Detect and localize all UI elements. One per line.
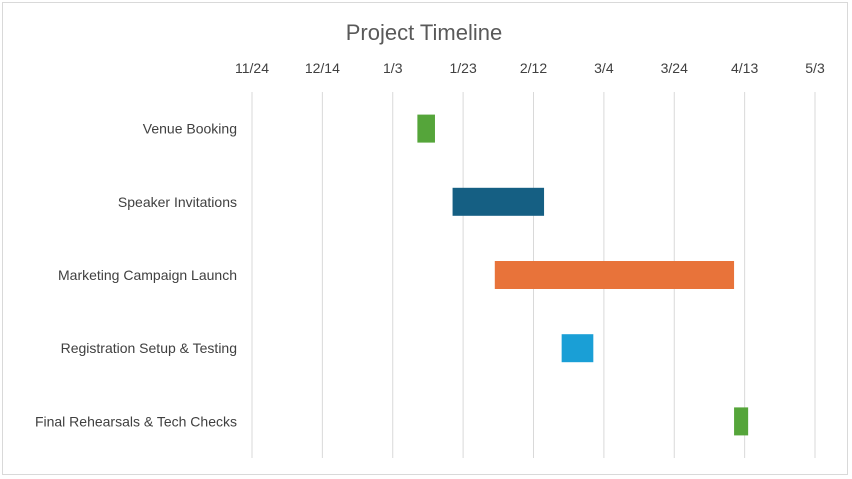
- chart-title: Project Timeline: [346, 20, 503, 45]
- x-tick-label: 4/13: [731, 60, 758, 76]
- task-bar: [417, 114, 435, 143]
- task-label: Registration Setup & Testing: [61, 340, 237, 356]
- task-bar: [734, 407, 749, 436]
- x-tick-label: 1/23: [450, 60, 477, 76]
- x-tick-label: 2/12: [520, 60, 547, 76]
- task-bars: [417, 114, 749, 436]
- task-label: Venue Booking: [143, 121, 237, 137]
- x-tick-label: 5/3: [805, 60, 825, 76]
- task-bar: [561, 334, 594, 363]
- x-tick-label: 3/4: [594, 60, 614, 76]
- task-bar: [494, 261, 735, 289]
- task-label: Marketing Campaign Launch: [58, 267, 237, 283]
- x-tick-label: 11/24: [235, 60, 269, 76]
- x-tick-label: 3/24: [661, 60, 688, 76]
- task-bar: [452, 187, 545, 216]
- x-tick-label: 12/14: [305, 60, 340, 76]
- task-label: Final Rehearsals & Tech Checks: [35, 413, 237, 429]
- x-axis-ticks: 11/24 12/14 1/3 1/23 2/12 3/4 3/24 4/13 5/3: [235, 60, 825, 76]
- x-tick-label: 1/3: [383, 60, 403, 76]
- task-label: Speaker Invitations: [118, 194, 237, 210]
- category-labels: Venue Booking Speaker Invitations Marketin…: [35, 121, 237, 430]
